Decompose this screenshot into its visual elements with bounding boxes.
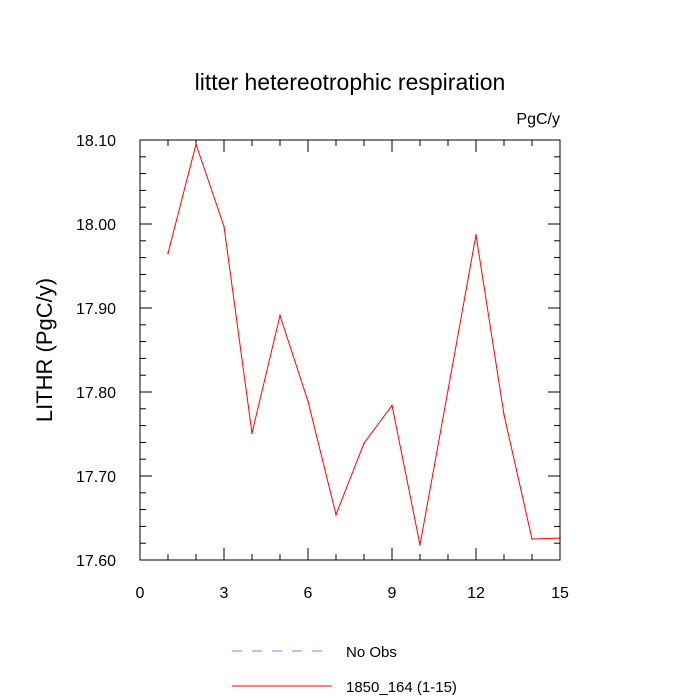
y-tick-label: 17.90 [76,301,116,318]
x-tick-label: 6 [304,585,313,602]
axis-ticks [139,139,561,561]
data-point [223,225,225,228]
legend-label: No Obs [346,644,397,661]
data-point [307,400,309,403]
legend: No Obs 1850_164 (1-15) [232,644,457,696]
units-label: PgC/y [516,111,560,128]
data-point [475,234,477,236]
y-tick-label: 18.10 [76,133,116,150]
tick-labels: 0 3 6 9 12 15 17.60 17.70 17.80 17.90 18.00 18.10 [76,133,569,602]
y-tick-label: 17.80 [76,385,116,402]
series-line [167,142,561,545]
data-point [391,404,393,407]
data-point [335,513,337,516]
x-tick-label: 12 [467,585,485,602]
data-series [167,142,561,546]
x-tick-label: 9 [388,585,397,602]
data-point [363,442,365,445]
x-tick-label: 15 [551,585,569,602]
data-point [279,314,281,317]
y-axis-label: LITHR (PgC/y) [32,278,57,422]
plot-frame [139,139,561,561]
data-point [167,252,169,255]
y-tick-label: 18.00 [76,217,116,234]
x-tick-label: 3 [220,585,229,602]
chart-title: litter hetereotrophic respiration [195,69,506,95]
x-tick-label: 0 [136,585,145,602]
data-point [251,432,253,434]
data-point [419,544,421,546]
data-point [195,143,197,145]
data-point [531,538,533,540]
legend-label: 1850_164 (1-15) [346,679,457,696]
data-point [447,389,449,392]
data-point [503,413,505,416]
y-tick-label: 17.60 [76,553,116,570]
y-tick-label: 17.70 [76,469,116,486]
